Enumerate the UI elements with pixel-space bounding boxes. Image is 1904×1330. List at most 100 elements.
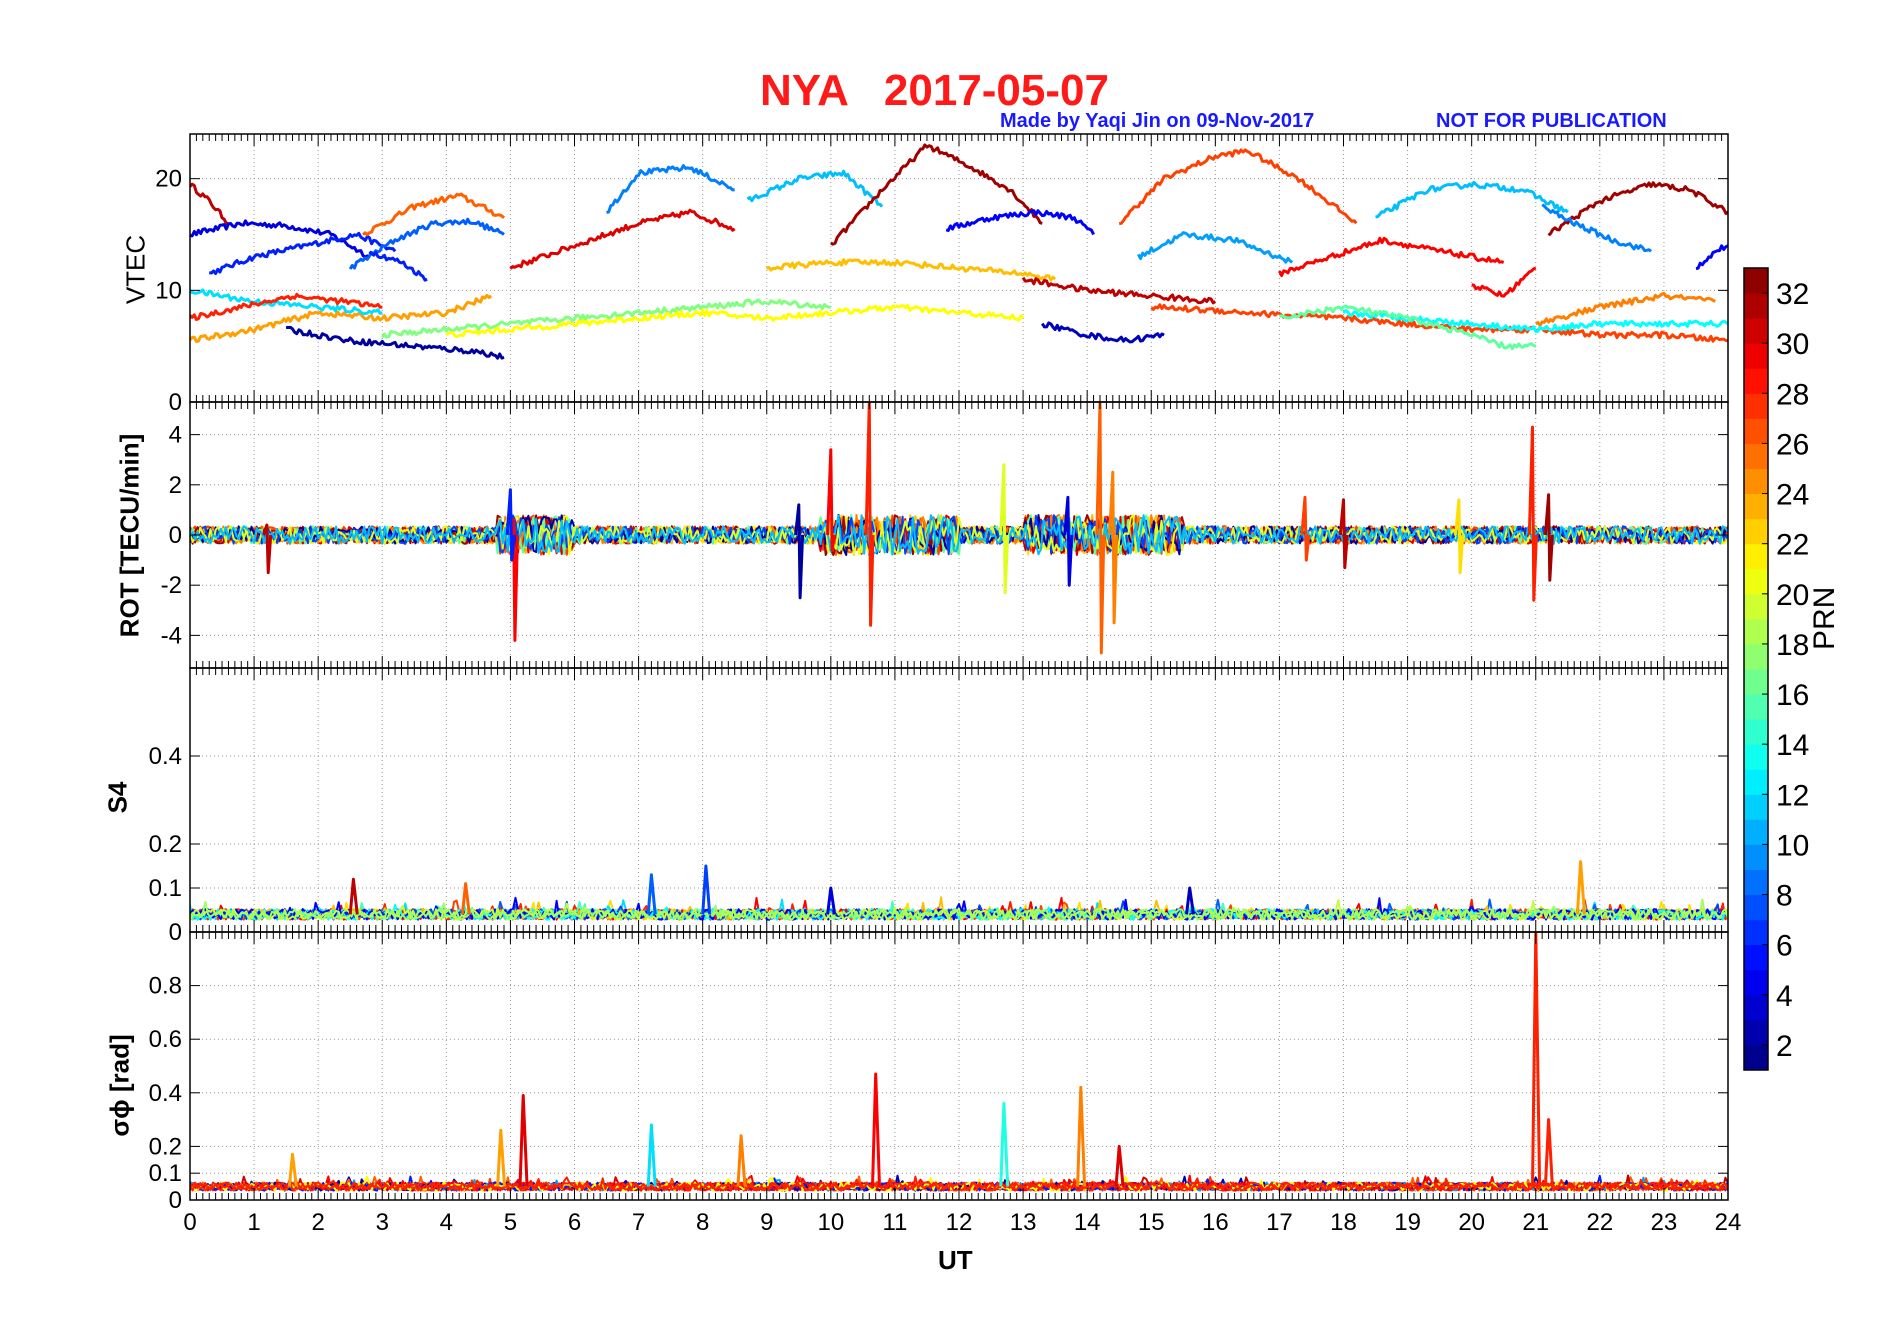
rot-ytick-label: -4 (161, 622, 182, 649)
vtec-series-line (1695, 244, 1728, 271)
colorbar-tick-label: 10 (1776, 829, 1809, 862)
colorbar-band (1744, 518, 1768, 545)
vtec-series-line (1278, 236, 1505, 277)
vtec-series-line (190, 288, 383, 316)
colorbar-band (1744, 969, 1768, 996)
s4-ytick-label: 0 (169, 919, 182, 946)
colorbar-band (1744, 393, 1768, 419)
ylabel-rot: ROT [TECU/min] (114, 433, 145, 638)
vtec-series-line (1118, 148, 1358, 226)
rot-spike (1108, 470, 1119, 625)
colorbar-tick-label: 32 (1776, 278, 1809, 311)
sigphi-ytick-label: 0.6 (149, 1026, 182, 1053)
rot-spike (1454, 498, 1465, 575)
sigphi-spike (736, 1134, 747, 1187)
xtick-label: 17 (1266, 1209, 1293, 1236)
rot-spike (1527, 425, 1538, 602)
rot-spike (1063, 495, 1074, 587)
vtec-series-line (1535, 291, 1716, 327)
vtec-series-line (1375, 180, 1569, 219)
colorbar-band (1744, 894, 1768, 921)
xtick-label: 2 (311, 1209, 324, 1236)
colorbar-tick-label: 6 (1776, 930, 1793, 963)
colorbar-label: PRN (1808, 586, 1841, 650)
colorbar-tick-label: 30 (1776, 328, 1809, 361)
sigphi-spike (1543, 1118, 1554, 1187)
colorbar-band (1744, 744, 1768, 770)
chart-title: NYA 2017-05-07 (760, 66, 1109, 115)
s4-spike (460, 882, 471, 915)
xtick-label: 0 (183, 1209, 196, 1236)
vtec-ytick-label: 10 (155, 277, 182, 304)
sigphi-spike (496, 1128, 507, 1187)
vtec-plot-area (190, 143, 1728, 360)
vtec-series-line (368, 250, 428, 282)
vtec-series-line (830, 143, 1043, 246)
xtick-label: 6 (568, 1209, 581, 1236)
vtec-series-line (765, 258, 1057, 282)
vtec-series-line (1541, 203, 1653, 253)
xlabel-ut: UT (938, 1245, 973, 1275)
colorbar-tick-label: 26 (1776, 428, 1809, 461)
sigphi-spike (518, 1094, 529, 1187)
colorbar-band (1744, 869, 1768, 896)
colorbar-band (1744, 368, 1768, 394)
rot-ytick-label: 2 (169, 472, 182, 499)
credit-text: Made by Yaqi Jin on 09-Nov-2017 (1000, 110, 1315, 132)
rot-spike (1300, 495, 1311, 562)
vtec-series-line (381, 298, 831, 339)
xtick-label: 20 (1458, 1209, 1485, 1236)
rot-noise-trace (190, 514, 1728, 556)
s4-plot-area (190, 860, 1728, 921)
xtick-label: 23 (1651, 1209, 1678, 1236)
colorbar-tick-label: 8 (1776, 880, 1793, 913)
xtick-label: 12 (946, 1209, 973, 1236)
vtec-series-line (209, 231, 397, 275)
vtec-series-line (945, 209, 1095, 236)
rot-spike (999, 463, 1010, 595)
vtec-series-line (286, 325, 505, 360)
rot-spike (1543, 493, 1554, 582)
rot-ytick-label: -2 (161, 572, 182, 599)
colorbar-band (1744, 568, 1768, 595)
colorbar-band (1744, 443, 1768, 469)
colorbar-band (1744, 468, 1768, 495)
colorbar-tick-label: 24 (1776, 479, 1809, 512)
colorbar-band (1744, 769, 1768, 795)
vtec-series-line (348, 217, 505, 270)
ylabel-sigphi: σϕ [rad] (104, 1034, 135, 1137)
xtick-label: 14 (1074, 1209, 1101, 1236)
rot-spike (1095, 402, 1106, 655)
xtick-label: 5 (504, 1209, 517, 1236)
sigphi-ytick-label: 0.1 (149, 1160, 182, 1187)
colorbar-band (1744, 643, 1768, 670)
rot-spike (864, 402, 875, 627)
colorbar-tick-label: 12 (1776, 779, 1809, 812)
colorbar-band (1744, 318, 1768, 344)
colorbar-frame (1743, 267, 1769, 1071)
vtec-series-line (1547, 181, 1728, 237)
vtec-series-line (190, 182, 229, 225)
xtick-label: 24 (1715, 1209, 1742, 1236)
ylabel-s4-text: S4 (102, 781, 133, 814)
rot-spike (262, 523, 273, 575)
vtec-series-line (1137, 231, 1294, 264)
rot-spike (1338, 498, 1349, 570)
sigphi-ytick-label: 0.8 (149, 973, 182, 1000)
xtick-label: 16 (1202, 1209, 1229, 1236)
s4-ytick-label: 0.1 (149, 875, 182, 902)
colorbar-tick-label: 16 (1776, 679, 1809, 712)
vtec-series-line (190, 293, 493, 343)
s4-spike (348, 877, 359, 915)
vtec-series-line (362, 192, 505, 237)
xtick-label: 21 (1522, 1209, 1549, 1236)
xtick-label: 3 (376, 1209, 389, 1236)
rot-ytick-label: 0 (169, 522, 182, 549)
s4-ytick-label: 0.2 (149, 831, 182, 858)
vtec-series-line (1342, 309, 1728, 333)
s4-spike (1575, 860, 1586, 915)
vtec-series-line (509, 208, 736, 270)
colorbar-band (1744, 493, 1768, 520)
rot-noise-trace (190, 514, 1728, 556)
